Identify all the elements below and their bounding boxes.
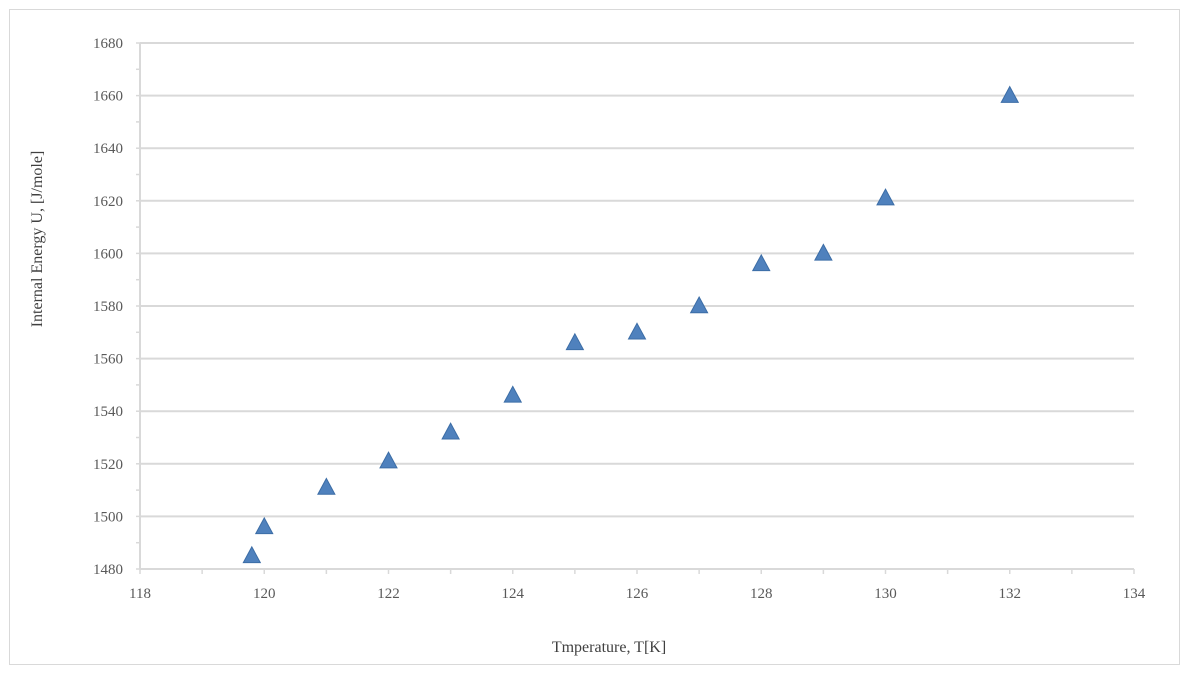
x-tick-label: 124 (502, 586, 525, 602)
y-tick-label: 1520 (93, 457, 123, 473)
data-point-triangle (379, 451, 398, 469)
y-tick-label: 1620 (93, 194, 123, 210)
data-point-triangle (876, 188, 895, 206)
data-point-triangle (565, 332, 585, 351)
x-tick-label: 126 (626, 586, 649, 602)
data-point-triangle (317, 477, 336, 495)
x-axis-title: Tmperature, T[K] (552, 639, 666, 656)
data-point-triangle (1000, 85, 1020, 103)
data-point-triangle (503, 385, 523, 403)
x-tick-label: 128 (750, 586, 773, 602)
x-tick-label: 122 (377, 586, 400, 602)
x-tick-label: 134 (1123, 586, 1146, 602)
data-point-triangle (627, 322, 647, 340)
y-tick-label: 1500 (93, 509, 123, 525)
y-tick-label: 1640 (93, 141, 123, 157)
y-tick-label: 1540 (93, 404, 123, 420)
tick-labels: 1480 1500 1520 1540 1560 1580 1600 1620 1640 1660… (93, 36, 1146, 602)
x-tick-label: 132 (999, 586, 1022, 602)
y-tick-label: 1480 (93, 562, 123, 578)
axes (136, 42, 1135, 574)
x-tick-label: 120 (253, 586, 276, 602)
x-tick-label: 118 (129, 586, 151, 602)
data-point-triangle (814, 243, 833, 261)
gridlines (140, 42, 1134, 518)
data-points (242, 85, 1020, 564)
y-tick-label: 1680 (93, 36, 123, 52)
y-tick-label: 1580 (93, 299, 123, 315)
chart-frame (9, 9, 1180, 665)
y-tick-label: 1660 (93, 89, 123, 105)
y-tick-label: 1600 (93, 246, 123, 262)
data-point-triangle (751, 253, 771, 272)
y-tick-label: 1560 (93, 352, 123, 368)
x-tick-label: 130 (874, 586, 897, 602)
y-axis-title: Internal Energy U, [J/mole] (29, 151, 46, 328)
data-point-triangle (441, 422, 460, 440)
data-point-triangle (689, 295, 709, 314)
data-point-triangle (242, 545, 262, 564)
data-point-triangle (254, 516, 274, 535)
